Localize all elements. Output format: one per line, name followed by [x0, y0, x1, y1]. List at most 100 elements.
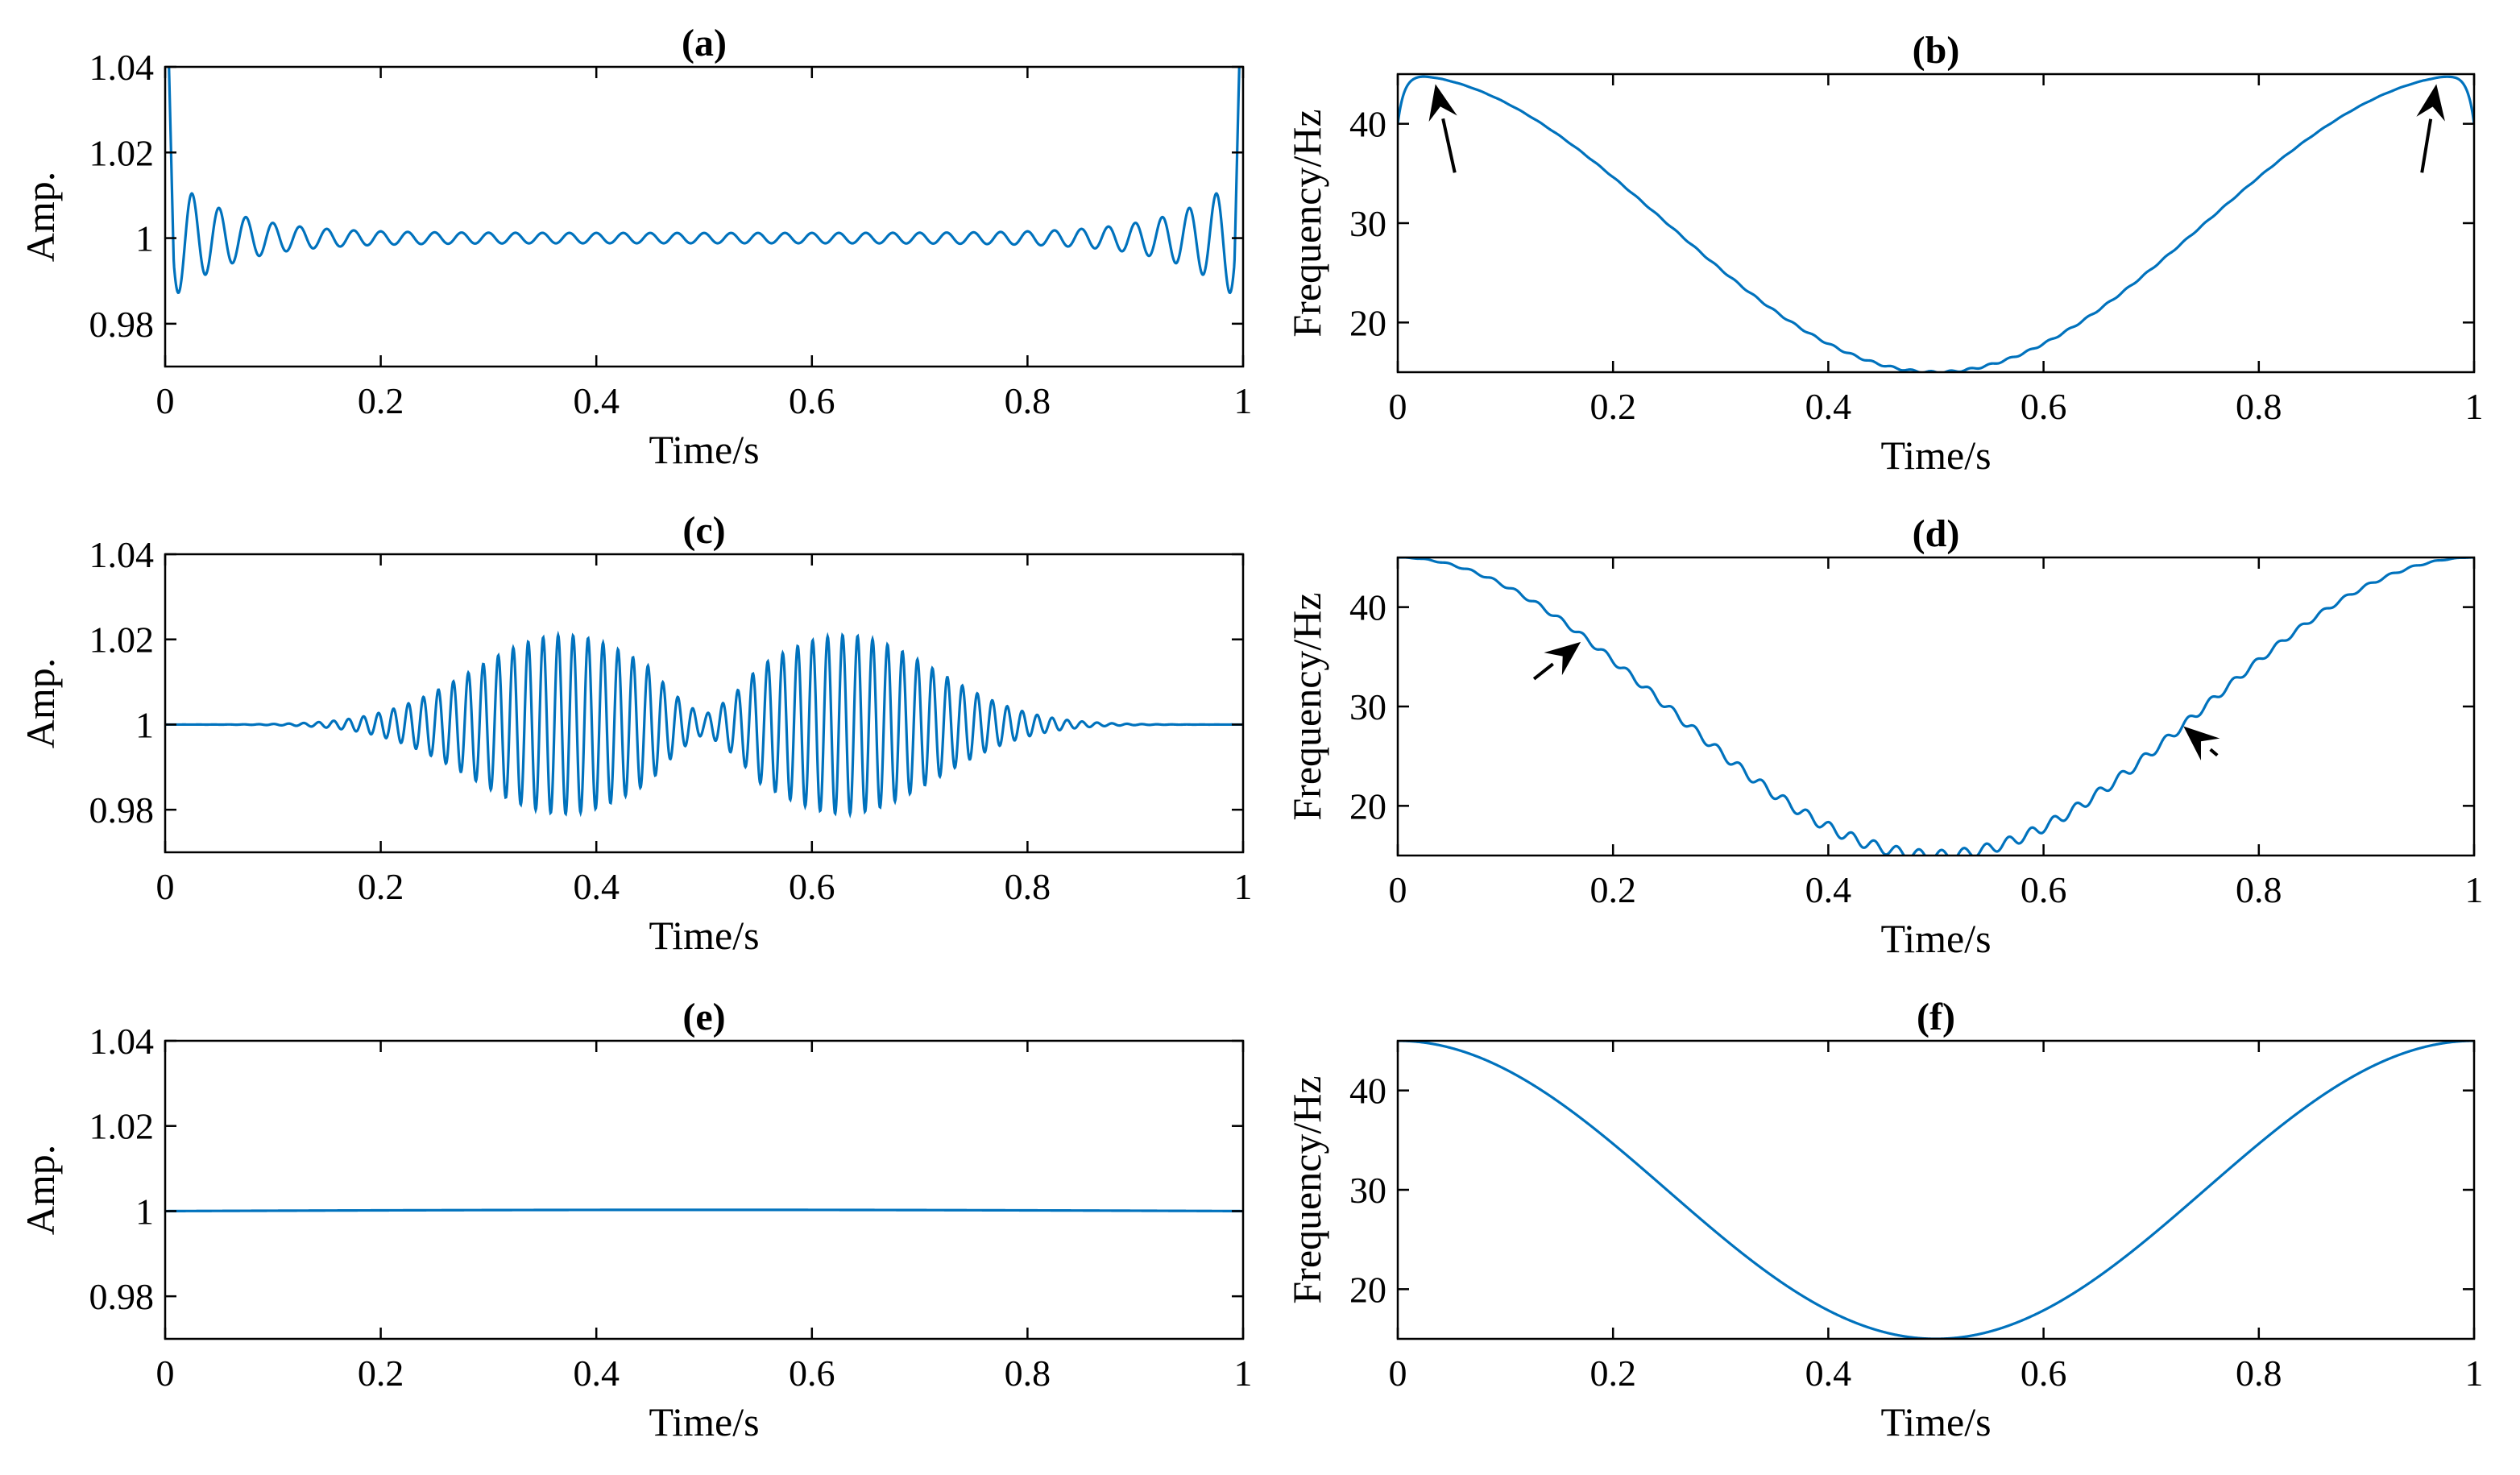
x-tick-label: 0.2 [358, 866, 404, 907]
series-line [1398, 557, 2474, 856]
x-tick-label: 0.4 [573, 866, 620, 907]
y-tick-label: 40 [1349, 1071, 1386, 1112]
x-axis-label: Time/s [1880, 1399, 1991, 1444]
panel-title: (e) [682, 996, 725, 1038]
x-tick-label: 0 [156, 866, 175, 907]
panel-c: (c) 0 0.2 0.4 0.6 0.8 1 0.98 1 1.02 1.04 Time/s Amp. [18, 509, 1253, 958]
y-tick-label: 0.98 [89, 1276, 155, 1317]
axes-box [1396, 73, 2476, 374]
x-tick-label: 0.6 [789, 380, 835, 421]
y-tick-label: 0.98 [89, 789, 155, 831]
x-tick-label: 1 [2465, 386, 2484, 427]
axes-box [164, 65, 1245, 368]
arrow-head [1428, 84, 1457, 122]
arrow-shaft [1532, 662, 1554, 681]
x-tick-label: 0.4 [573, 380, 620, 421]
y-tick-label: 20 [1349, 302, 1386, 343]
arrow-shaft [2420, 118, 2433, 173]
panel-e: (e) 0 0.2 0.4 0.6 0.8 1 0.98 1 1.02 1.04 Time/s Amp. [18, 996, 1253, 1444]
x-tick-label: 0.8 [1005, 866, 1051, 907]
y-axis-label: Amp. [18, 172, 63, 263]
x-axis-label: Time/s [1880, 916, 1991, 961]
panel-title: (f) [1917, 996, 1955, 1038]
x-tick-label: 0 [156, 1353, 175, 1394]
panel-title: (b) [1913, 29, 1960, 72]
y-axis-label: Amp. [18, 658, 63, 749]
panel-f: (f) 0 0.2 0.4 0.6 0.8 1 20 30 40 Time/s Frequency/H… [1284, 996, 2484, 1444]
x-tick-label: 0.2 [358, 380, 404, 421]
series-line [168, 67, 1241, 295]
y-tick-label: 1 [135, 218, 154, 259]
y-tick-label: 40 [1349, 104, 1386, 145]
x-tick-label: 0.6 [789, 1353, 835, 1394]
x-tick-label: 0.2 [1590, 1353, 1636, 1394]
x-tick-label: 0.8 [1005, 1353, 1051, 1394]
y-axis-label: Frequency/Hz [1284, 592, 1329, 820]
y-tick-label: 1.04 [89, 534, 155, 575]
x-tick-label: 0.2 [1590, 386, 1636, 427]
panel-title: (c) [682, 509, 725, 552]
x-axis-label: Time/s [649, 427, 759, 472]
y-tick-label: 1.02 [89, 619, 155, 661]
x-tick-label: 0.2 [358, 1353, 404, 1394]
y-tick-label: 40 [1349, 587, 1386, 628]
panel-a: (a) 0 0.2 0.4 0.6 0.8 1 0.98 1 1.02 1.04 Time/s Amp. [18, 22, 1253, 472]
y-tick-label: 30 [1349, 203, 1386, 244]
y-tick-label: 1 [135, 704, 154, 745]
x-tick-label: 0.8 [2236, 869, 2282, 910]
y-tick-label: 1.02 [89, 1106, 155, 1147]
x-tick-label: 0.2 [1590, 869, 1636, 910]
arrow-head [2416, 84, 2445, 122]
x-tick-label: 1 [1234, 866, 1253, 907]
axes-box [164, 1039, 1245, 1340]
y-tick-label: 20 [1349, 785, 1386, 827]
panel-title: (a) [682, 22, 727, 64]
x-axis-label: Time/s [1880, 433, 1991, 478]
panel-title: (d) [1913, 512, 1960, 555]
y-tick-label: 30 [1349, 1170, 1386, 1211]
axes-box [1396, 556, 2476, 857]
x-tick-label: 1 [2465, 869, 2484, 910]
series-line [165, 1208, 1243, 1213]
x-tick-label: 0.4 [1805, 869, 1852, 910]
x-tick-label: 1 [1234, 1353, 1253, 1394]
x-tick-label: 0.8 [2236, 1353, 2282, 1394]
panel-d: (d) 0 0.2 0.4 0.6 0.8 1 20 30 40 Time/s Frequency/H… [1284, 512, 2484, 961]
x-tick-label: 0.4 [573, 1353, 620, 1394]
axes-box [164, 553, 1245, 854]
y-axis-label: Frequency/Hz [1284, 1075, 1329, 1303]
annotation-arrow [2416, 84, 2445, 173]
y-axis-label: Amp. [18, 1145, 63, 1236]
annotation-arrow [2183, 726, 2220, 760]
x-tick-label: 0 [1389, 869, 1407, 910]
y-tick-label: 1.04 [89, 47, 155, 88]
x-tick-label: 0.6 [2021, 1353, 2067, 1394]
y-axis-label: Frequency/Hz [1284, 109, 1329, 337]
x-tick-label: 0.6 [2021, 869, 2067, 910]
axes-box [1396, 1039, 2476, 1340]
y-tick-label: 30 [1349, 686, 1386, 727]
y-tick-label: 1 [135, 1191, 154, 1232]
x-tick-label: 0 [156, 380, 175, 421]
arrow-head [2183, 726, 2220, 760]
x-tick-label: 1 [1234, 380, 1253, 421]
arrow-shaft [2209, 748, 2219, 757]
series-line [1398, 75, 2474, 372]
x-tick-label: 0 [1389, 386, 1407, 427]
y-tick-label: 1.04 [89, 1021, 155, 1062]
x-tick-label: 0.8 [1005, 380, 1051, 421]
arrow-shaft [1441, 118, 1457, 173]
y-tick-label: 20 [1349, 1269, 1386, 1310]
y-tick-label: 1.02 [89, 132, 155, 173]
x-tick-label: 0.4 [1805, 386, 1852, 427]
x-axis-label: Time/s [649, 913, 759, 958]
x-axis-label: Time/s [649, 1399, 759, 1444]
x-tick-label: 0.6 [789, 866, 835, 907]
series-line [165, 630, 1243, 819]
annotation-arrow [1532, 641, 1581, 681]
arrow-head [1544, 641, 1581, 676]
panel-b: (b) 0 0.2 0.4 0.6 0.8 1 20 30 40 Time/s Frequency/H… [1284, 29, 2484, 478]
x-tick-label: 0.8 [2236, 386, 2282, 427]
x-tick-label: 1 [2465, 1353, 2484, 1394]
